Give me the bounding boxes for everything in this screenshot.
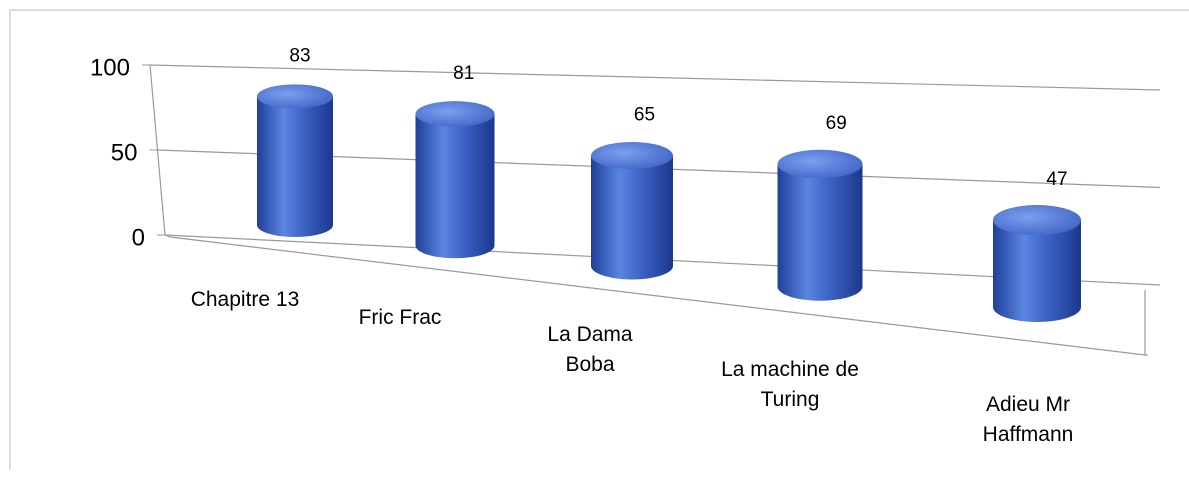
y-tick-label: 0 — [132, 224, 145, 251]
value-label: 83 — [289, 45, 310, 66]
wall-edge — [149, 64, 171, 238]
grid-line — [149, 64, 1161, 91]
floor-edge — [169, 236, 1148, 356]
bar-top — [415, 101, 495, 127]
bar-top — [993, 205, 1081, 236]
x-tick-label: Fric Frac — [358, 306, 442, 329]
bar-top — [591, 142, 673, 169]
bar-body — [257, 96, 333, 237]
bar-body — [415, 113, 495, 259]
bar-top — [777, 149, 863, 179]
x-tick-label: La Dama Boba — [547, 323, 633, 376]
bar-body — [591, 155, 673, 280]
x-tick-label: La machine de Turing — [721, 358, 859, 411]
value-label: 81 — [453, 63, 474, 84]
y-tick-label: 100 — [90, 54, 130, 81]
x-tick-label: Chapitre 13 — [190, 288, 300, 311]
bar-body — [993, 220, 1081, 322]
y-tick-label: 50 — [111, 139, 138, 166]
value-label: 65 — [634, 105, 655, 126]
value-label: 69 — [826, 113, 847, 134]
frame — [9, 9, 1189, 470]
bar-body — [777, 164, 863, 301]
value-label: 47 — [1046, 169, 1067, 190]
x-tick-label: Adieu Mr Haffmann — [982, 393, 1074, 446]
bar-top — [257, 84, 333, 109]
